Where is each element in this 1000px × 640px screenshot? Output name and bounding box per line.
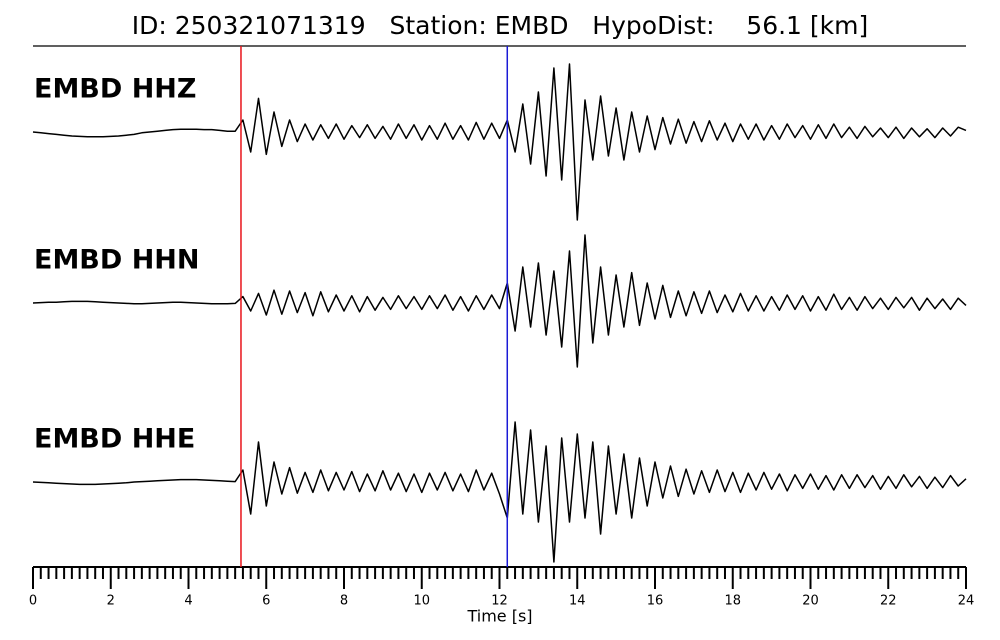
waveform [32,234,967,368]
x-tick-label: 22 [880,594,897,609]
waveform [32,421,967,563]
x-tick-label: 6 [262,594,270,609]
waveform [32,63,967,221]
trace-label: EMBD HHE [34,424,195,455]
chart-title: ID: 250321071319 Station: EMBD HypoDist:… [132,11,869,40]
x-tick-label: 18 [724,594,741,609]
x-tick-label: 8 [340,594,348,609]
x-tick-label: 10 [413,594,430,609]
x-tick-label: 2 [107,594,115,609]
x-axis-label: Time [s] [466,607,532,626]
x-tick-label: 16 [647,594,664,609]
x-tick-label: 12 [491,594,508,609]
x-tick-label: 20 [802,594,819,609]
x-tick-label: 24 [958,594,975,609]
x-tick-label: 4 [184,594,192,609]
x-tick-label: 0 [29,594,37,609]
x-tick-label: 14 [569,594,586,609]
trace-label: EMBD HHN [34,245,200,276]
trace-label: EMBD HHZ [34,74,196,105]
